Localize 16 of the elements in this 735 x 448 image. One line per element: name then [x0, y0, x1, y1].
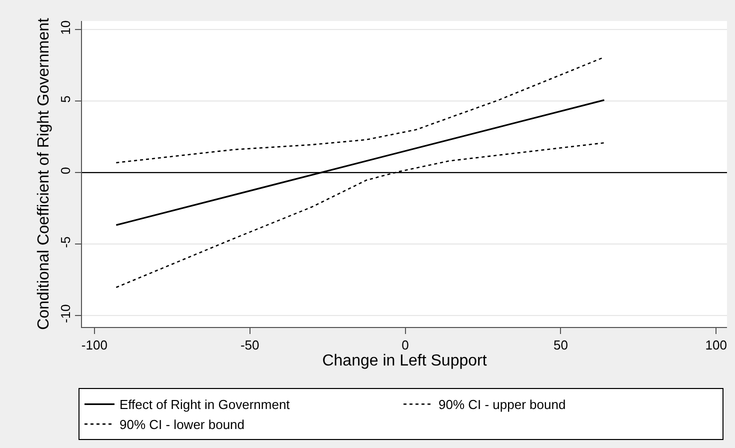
- legend-label: 90% CI - lower bound: [120, 417, 245, 432]
- y-tick-label: 0: [58, 167, 73, 174]
- y-tick-label: -10: [58, 304, 73, 324]
- x-tick-label: 100: [705, 338, 727, 353]
- y-tick-label: 5: [58, 96, 73, 103]
- y-tick-label: 10: [58, 20, 73, 35]
- x-tick-label: 0: [402, 338, 409, 353]
- y-axis-title: Conditional Coefficient of Right Government: [36, 18, 53, 330]
- x-tick-label: -100: [81, 338, 108, 353]
- legend-label: 90% CI - upper bound: [438, 397, 566, 412]
- y-tick-label: -5: [58, 236, 73, 248]
- x-tick-label: 50: [553, 338, 568, 353]
- line-series: [116, 56, 605, 164]
- x-tick-label: -50: [240, 338, 260, 353]
- legend-label: Effect of Right in Government: [120, 397, 290, 412]
- x-axis-title: Change in Left Support: [322, 352, 488, 370]
